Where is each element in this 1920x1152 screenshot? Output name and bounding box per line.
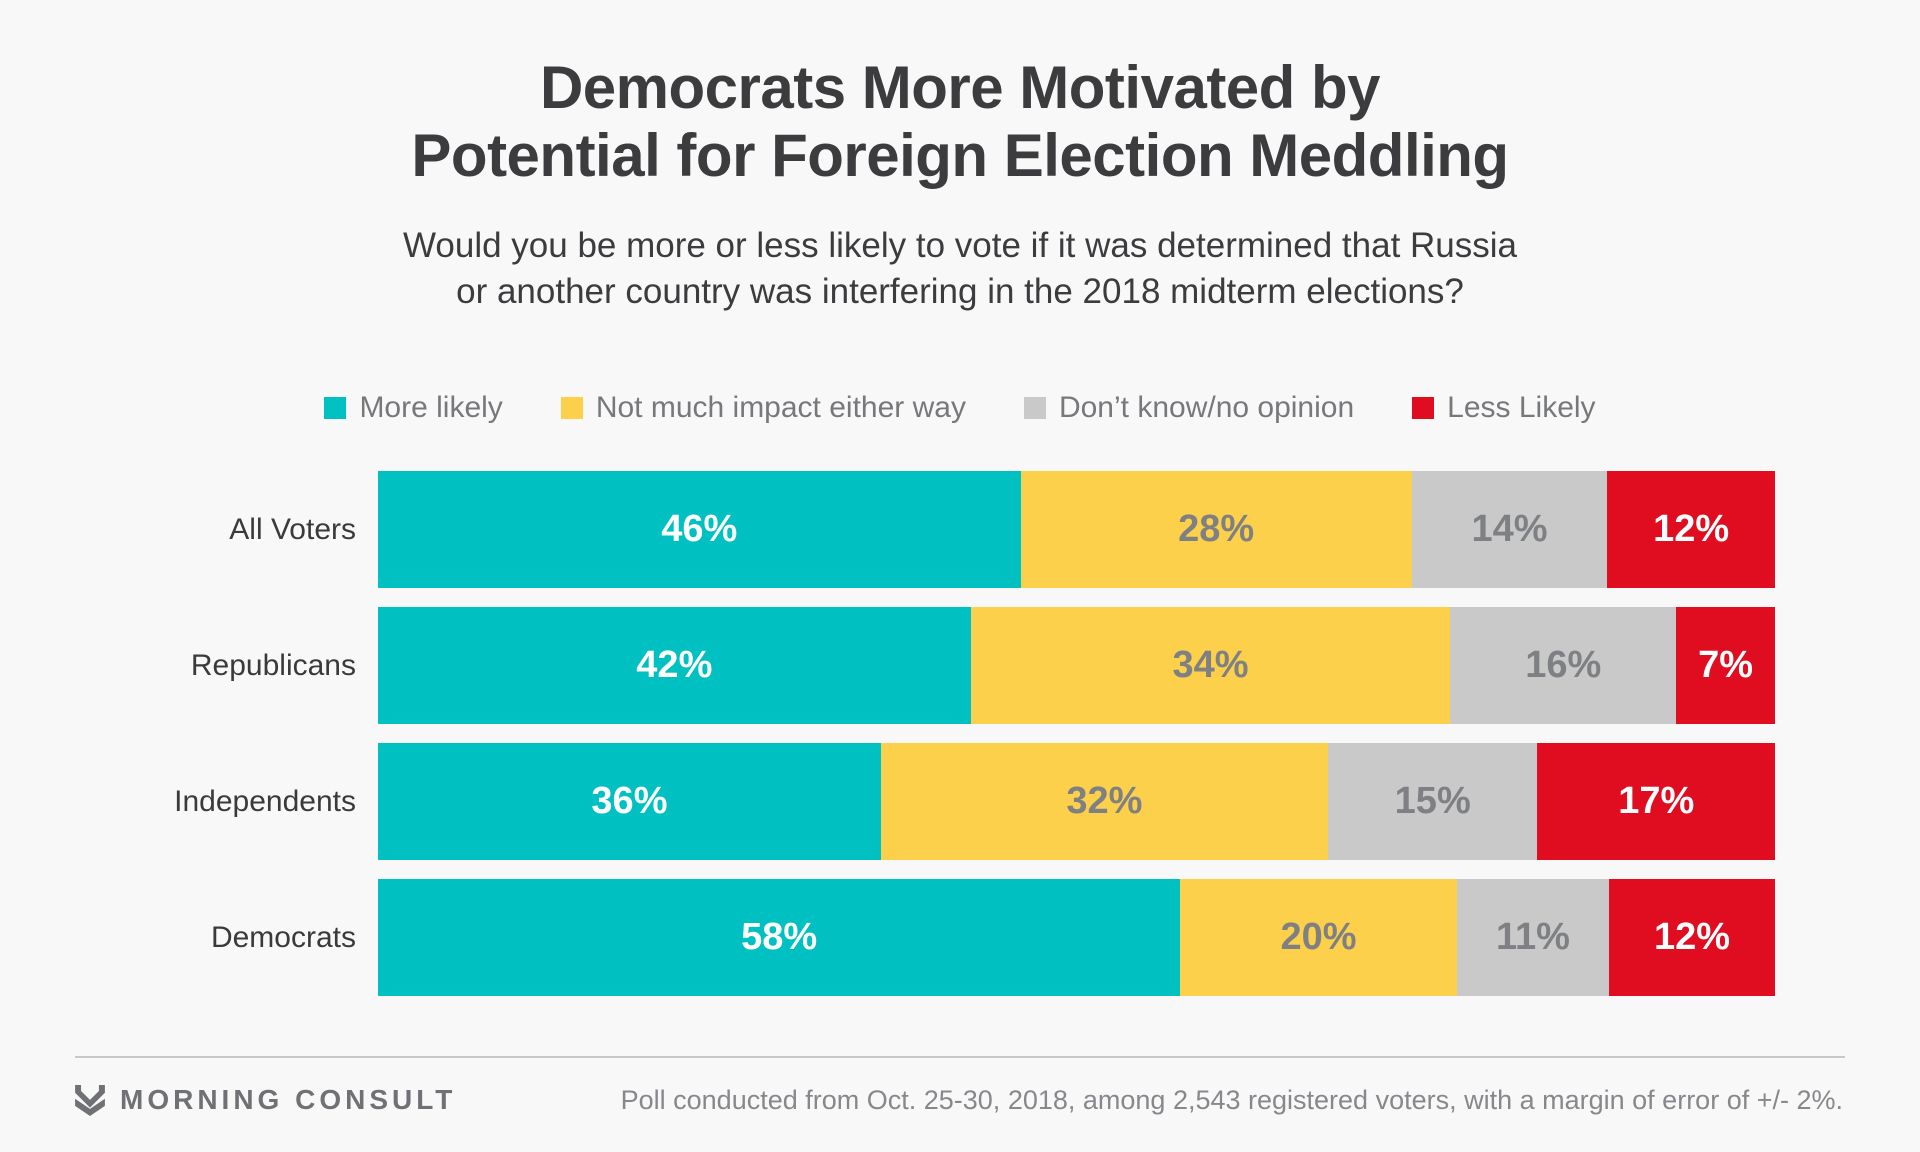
legend-label: Not much impact either way [595, 391, 966, 425]
legend-item: Don’t know/no opinion [1023, 391, 1355, 425]
chart-row: All Voters 46% 28% 14% 12% [0, 471, 1775, 589]
legend-swatch [1412, 397, 1435, 420]
bar-value-label: 32% [1066, 780, 1143, 823]
bar-value-label: 28% [1178, 508, 1255, 551]
bar-value-label: 16% [1525, 644, 1602, 687]
bar-chart: All Voters 46% 28% 14% 12% Republicans 42% 34% 1… [0, 471, 1775, 997]
legend-label: Less Likely [1447, 391, 1596, 425]
bar-segment: 34% [970, 607, 1451, 725]
bar-track: 42% 34% 16% 7% [378, 607, 1775, 725]
bar-track: 36% 32% 15% 17% [378, 743, 1775, 861]
category-label: Republicans [190, 648, 356, 682]
bar-value-label: 12% [1653, 508, 1730, 551]
morning-consult-m-icon [75, 1084, 105, 1116]
legend-swatch [560, 397, 583, 420]
legend-item: Not much impact either way [560, 391, 966, 425]
bar-segment: 14% [1411, 471, 1608, 589]
poll-methodology-note: Poll conducted from Oct. 25-30, 2018, am… [620, 1084, 1843, 1115]
chart-subtitle: Would you be more or less likely to vote… [0, 223, 1920, 315]
footer: MORNING CONSULT Poll conducted from Oct.… [75, 1084, 1843, 1116]
bar-segment: 46% [378, 471, 1021, 589]
bar-value-label: 46% [661, 508, 738, 551]
logo-text: MORNING CONSULT [120, 1084, 457, 1116]
bar-track: 58% 20% 11% 12% [378, 879, 1775, 997]
bar-value-label: 12% [1653, 916, 1731, 959]
bar-segment: 12% [1607, 471, 1775, 589]
bar-value-label: 14% [1471, 508, 1548, 551]
bar-value-label: 20% [1280, 916, 1357, 959]
bar-value-label: 58% [741, 916, 818, 959]
bar-segment: 16% [1450, 607, 1677, 725]
bar-segment: 15% [1327, 743, 1538, 861]
bar-segment: 7% [1676, 607, 1775, 725]
title-line-2: Potential for Foreign Election Meddling [411, 122, 1509, 190]
bar-segment: 28% [1020, 471, 1412, 589]
bar-segment: 58% [378, 879, 1181, 997]
bar-value-label: 11% [1495, 916, 1570, 959]
footer-divider [75, 1056, 1845, 1059]
bar-segment: 20% [1180, 879, 1457, 997]
morning-consult-logo: MORNING CONSULT [75, 1084, 456, 1116]
legend-item: More likely [324, 391, 503, 425]
bar-track: 46% 28% 14% 12% [378, 471, 1775, 589]
bar-value-label: 7% [1698, 644, 1754, 687]
legend-label: Don’t know/no opinion [1058, 391, 1355, 425]
chart-row: Independents 36% 32% 15% 17% [0, 743, 1775, 861]
bar-segment: 12% [1609, 879, 1775, 997]
bar-segment: 17% [1537, 743, 1775, 861]
subtitle-line-1: Would you be more or less likely to vote… [402, 225, 1518, 265]
bar-value-label: 15% [1394, 780, 1471, 823]
legend-label: More likely [359, 391, 503, 425]
chart-legend: More likely Not much impact either way Don… [0, 391, 1920, 425]
bar-segment: 36% [378, 743, 881, 861]
legend-item: Less Likely [1412, 391, 1596, 425]
bar-value-label: 42% [636, 644, 713, 687]
bar-segment: 32% [880, 743, 1328, 861]
category-label: Democrats [210, 920, 356, 954]
chart-row: Democrats 58% 20% 11% 12% [0, 879, 1775, 997]
category-label: All Voters [229, 512, 356, 546]
title-line-1: Democrats More Motivated by [539, 54, 1381, 121]
bar-value-label: 17% [1618, 780, 1695, 823]
subtitle-line-2: or another country was interfering in th… [456, 271, 1464, 311]
chart-row: Republicans 42% 34% 16% 7% [0, 607, 1775, 725]
bar-value-label: 34% [1172, 644, 1249, 687]
category-label: Independents [174, 784, 356, 818]
legend-swatch [324, 397, 347, 420]
bar-segment: 42% [378, 607, 971, 725]
bar-segment: 11% [1456, 879, 1609, 997]
legend-swatch [1023, 397, 1046, 420]
bar-value-label: 36% [591, 780, 668, 823]
chart-title: Democrats More Motivated by Potential fo… [0, 54, 1920, 191]
